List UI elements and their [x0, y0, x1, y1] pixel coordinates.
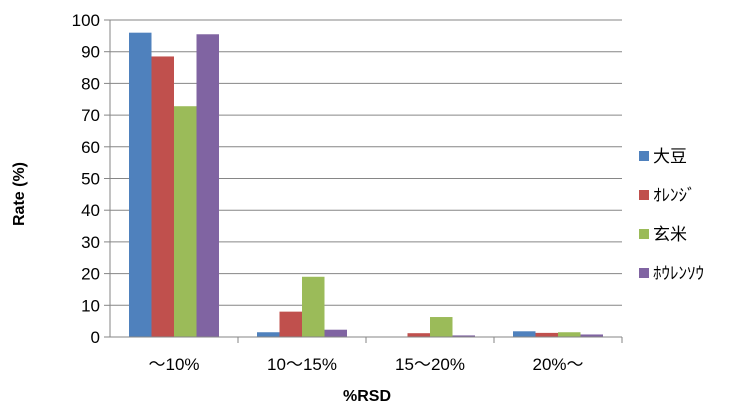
legend-swatch	[639, 151, 649, 161]
x-tick-label: 20%～	[532, 355, 583, 374]
y-tick-label: 20	[81, 265, 100, 284]
bar	[174, 106, 197, 337]
y-tick-label: 90	[81, 43, 100, 62]
bars	[129, 32, 603, 338]
x-tick-labels: ～10% 10～15% 15～20% 20%～	[148, 355, 583, 374]
bar	[324, 329, 347, 337]
legend-swatch	[639, 190, 649, 200]
x-tick-label: 10～15%	[267, 355, 337, 374]
bar	[151, 56, 174, 338]
legend-swatch	[639, 268, 649, 278]
y-tick-label: 10	[81, 296, 100, 315]
bar	[257, 332, 280, 337]
bar	[430, 317, 453, 337]
y-axis-title: Rate (%)	[11, 162, 28, 226]
bar	[196, 34, 219, 337]
y-tick-label: 100	[72, 11, 100, 30]
y-tick-label: 0	[91, 328, 100, 347]
legend: 大豆 ｵﾚﾝｼﾞ 玄米 ﾎｳﾚﾝｿｳ	[639, 147, 704, 284]
y-tick-labels: 0 10 20 30 40 50 60 70 80 90 100	[72, 11, 100, 347]
x-tick-label: ～10%	[148, 355, 199, 374]
bar	[452, 335, 475, 337]
y-tick-label: 70	[81, 106, 100, 125]
bar	[558, 332, 581, 337]
legend-label: 大豆	[653, 147, 687, 167]
bar	[279, 311, 302, 337]
x-axis-title: %RSD	[343, 388, 391, 405]
bar	[407, 333, 430, 337]
bar	[302, 276, 325, 337]
y-tick-label: 50	[81, 170, 100, 189]
axes	[109, 20, 623, 343]
bar	[535, 332, 558, 337]
bar	[513, 331, 536, 337]
y-tick-label: 60	[81, 138, 100, 157]
bar	[129, 32, 152, 338]
legend-label: ﾎｳﾚﾝｿｳ	[653, 264, 704, 284]
legend-label: ｵﾚﾝｼﾞ	[653, 186, 696, 206]
legend-label: 玄米	[653, 225, 687, 245]
y-tick-label: 80	[81, 74, 100, 93]
x-tick-label: 15～20%	[395, 355, 465, 374]
bar	[580, 334, 603, 337]
y-tick-label: 40	[81, 201, 100, 220]
y-tick-label: 30	[81, 233, 100, 252]
legend-swatch	[639, 229, 649, 239]
